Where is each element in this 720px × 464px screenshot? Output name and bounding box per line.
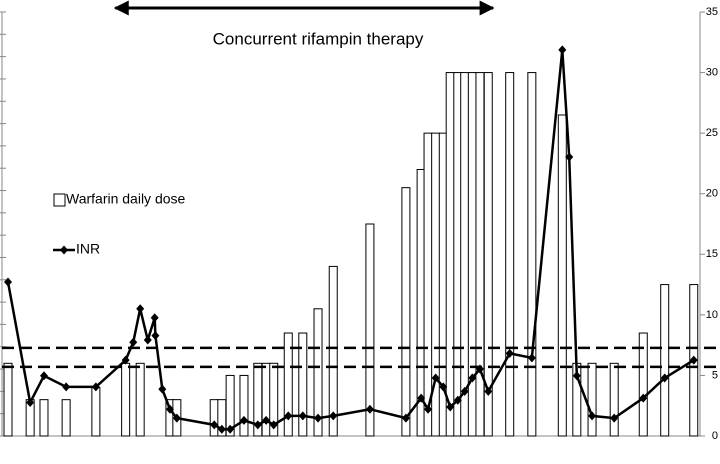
y2-tick-label: 35: [706, 6, 718, 18]
bar: [460, 72, 470, 437]
inr-marker: [150, 313, 159, 323]
bar: [557, 114, 567, 437]
inr-marker: [329, 411, 338, 421]
bar: [91, 387, 101, 437]
y2-tick-label: 0: [712, 430, 718, 442]
inr-marker: [143, 335, 152, 345]
bar: [121, 362, 131, 437]
inr-marker: [239, 415, 248, 425]
bar: [269, 362, 279, 437]
bar: [61, 399, 71, 437]
inr-marker: [660, 373, 669, 383]
inr-marker: [314, 413, 323, 423]
inr-marker: [588, 411, 597, 421]
y2-tick-label: 10: [706, 309, 718, 321]
bar: [261, 362, 271, 437]
inr-marker: [468, 373, 477, 383]
inr-marker: [298, 411, 307, 421]
bar: [660, 284, 670, 437]
inr-marker: [39, 371, 48, 381]
bar: [135, 362, 145, 437]
inr-marker: [26, 398, 35, 408]
bar: [39, 399, 49, 437]
inr-marker: [401, 413, 410, 423]
inr-marker: [417, 393, 426, 403]
bar: [283, 332, 293, 437]
inr-marker: [158, 384, 167, 394]
bar: [483, 72, 493, 437]
inr-marker: [136, 304, 145, 314]
y2-tick-label: 5: [712, 369, 718, 381]
bar: [587, 362, 597, 437]
bar: [638, 332, 648, 437]
bar: [313, 308, 323, 437]
bar: [298, 332, 308, 437]
bar: [401, 187, 411, 437]
bar: [475, 72, 485, 437]
inr-marker: [226, 424, 235, 434]
inr-marker: [365, 404, 374, 414]
y2-tick-label: 15: [706, 248, 718, 260]
legend-swatch: [53, 193, 66, 207]
inr-marker: [172, 413, 181, 423]
inr-marker: [431, 373, 440, 383]
bar: [423, 132, 433, 437]
inr-marker: [446, 402, 455, 412]
inr-marker: [558, 45, 567, 55]
legend-label: Warfarin daily dose: [66, 191, 186, 207]
bar: [527, 72, 537, 437]
annotation-text: Concurrent rifampin therapy: [213, 29, 424, 48]
inr-marker: [527, 353, 536, 363]
inr-marker: [460, 386, 469, 396]
inr-marker: [284, 411, 293, 421]
inr-marker: [62, 382, 71, 392]
bar: [239, 374, 249, 437]
inr-marker: [269, 420, 278, 430]
inr-marker: [4, 277, 12, 287]
bar: [225, 374, 235, 437]
legend-label: INR: [76, 241, 100, 257]
inr-marker: [439, 382, 448, 392]
inr-marker: [253, 420, 262, 430]
inr-marker: [121, 355, 130, 365]
bar: [609, 362, 619, 437]
bar: [365, 223, 375, 437]
inr-marker: [689, 355, 698, 365]
bar: [328, 265, 338, 437]
y2-tick-label: 20: [706, 188, 718, 200]
inr-marker: [639, 393, 648, 403]
inr-marker: [151, 331, 160, 341]
inr-marker: [572, 371, 581, 381]
inr-marker: [91, 382, 100, 392]
y2-tick-label: 30: [706, 66, 718, 78]
inr-marker: [610, 413, 619, 423]
inr-marker: [210, 420, 219, 430]
inr-marker: [217, 424, 226, 434]
inr-marker: [165, 404, 174, 414]
inr-marker: [129, 337, 138, 347]
bar: [3, 362, 13, 437]
inr-marker: [262, 415, 271, 425]
inr-marker: [424, 404, 433, 414]
inr-marker: [453, 395, 462, 405]
inr-marker: [565, 152, 574, 162]
bar: [445, 72, 455, 437]
inr-marker: [505, 348, 514, 358]
y2-tick-label: 25: [706, 127, 718, 139]
bar: [209, 399, 219, 437]
bar: [505, 72, 515, 437]
inr-marker: [484, 386, 493, 396]
legend-marker: [60, 245, 68, 255]
